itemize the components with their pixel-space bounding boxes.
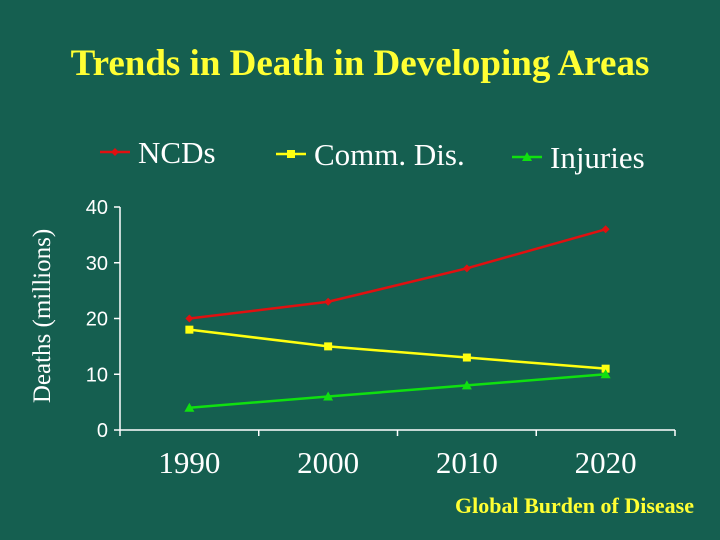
data-point-comm-dis	[462, 353, 471, 362]
data-point-injuries	[600, 369, 611, 379]
legend-label-injuries: Injuries	[550, 140, 645, 175]
legend: NCDs Comm. Dis. Injuries	[100, 135, 645, 175]
data-point-injuries	[461, 380, 472, 390]
axes: 0 10 20 30 40 1990 2000 2010 2020	[86, 197, 676, 480]
y-tick-label: 10	[86, 364, 108, 386]
legend-marker-comm-dis	[287, 150, 295, 158]
data-point-ncds	[185, 314, 194, 323]
legend-label-comm-dis: Comm. Dis.	[314, 137, 465, 172]
y-axis-label: Deaths (millions)	[29, 229, 56, 403]
data-point-ncds	[601, 225, 610, 234]
y-tick-label: 30	[86, 253, 108, 275]
data-point-comm-dis	[185, 325, 194, 334]
y-tick-label: 0	[97, 420, 108, 442]
y-tick-label: 20	[86, 309, 108, 331]
legend-marker-injuries	[522, 152, 532, 161]
series-line-comm-dis	[189, 328, 606, 370]
series-line-injuries	[189, 373, 606, 409]
series-markers	[184, 225, 611, 412]
data-point-ncds	[462, 264, 471, 273]
x-tick-label: 2020	[575, 445, 637, 480]
source-note: Global Burden of Disease	[455, 493, 694, 518]
y-tick-label: 40	[86, 197, 108, 219]
series-line-ncds	[189, 228, 606, 320]
data-point-comm-dis	[601, 364, 610, 373]
x-tick-label: 1990	[158, 445, 220, 480]
data-point-injuries	[184, 402, 195, 412]
x-tick-label: 2010	[436, 445, 498, 480]
series-lines	[189, 228, 606, 409]
legend-label-ncds: NCDs	[138, 135, 216, 170]
chart-title: Trends in Death in Developing Areas	[70, 43, 650, 84]
data-point-injuries	[323, 391, 334, 401]
data-point-comm-dis	[324, 342, 333, 351]
data-point-ncds	[324, 297, 333, 306]
x-tick-label: 2000	[297, 445, 359, 480]
legend-marker-ncds	[111, 148, 119, 156]
